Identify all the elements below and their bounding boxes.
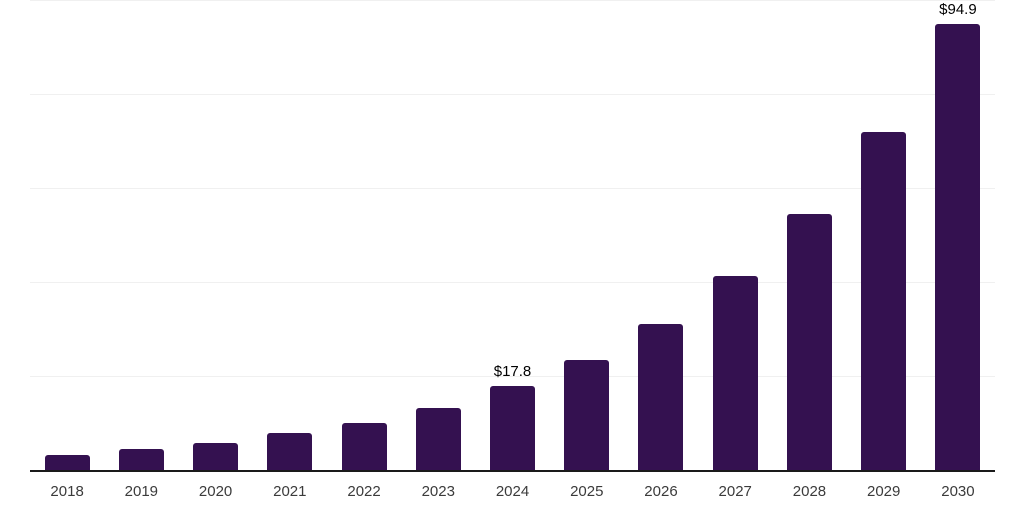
x-tick-2026: 2026 xyxy=(644,483,678,500)
bar-slot-2028 xyxy=(772,0,846,470)
x-tick-2021: 2021 xyxy=(273,483,307,500)
bar-slot-2020 xyxy=(178,0,252,470)
data-label-2030: $94.9 xyxy=(939,0,977,18)
bar-2029 xyxy=(861,132,907,470)
gridline-60 xyxy=(30,188,995,189)
bar-2019 xyxy=(118,449,164,470)
gridline-100 xyxy=(30,0,995,1)
bar-2022 xyxy=(341,423,387,470)
x-tick-2018: 2018 xyxy=(50,483,84,500)
bar-slot-2027 xyxy=(698,0,772,470)
bar-slot-2030: $94.9 xyxy=(921,0,995,470)
x-tick-2025: 2025 xyxy=(570,483,604,500)
data-label-2024: $17.8 xyxy=(493,363,532,381)
bar-slot-2029 xyxy=(847,0,921,470)
x-tick-2027: 2027 xyxy=(718,483,752,500)
x-tick-2030: 2030 xyxy=(941,483,975,500)
x-tick-2019: 2019 xyxy=(124,483,159,500)
bar-2027 xyxy=(712,276,758,470)
x-tick-2020: 2020 xyxy=(198,483,233,500)
bar-slot-2022 xyxy=(327,0,401,470)
x-axis: 2018 2019 2020 2021 2022 2023 2024 2025 2026 2027… xyxy=(30,482,995,502)
bar-2030 xyxy=(935,23,981,470)
bar-slot-2025 xyxy=(550,0,624,470)
bar-2018 xyxy=(44,454,90,470)
bar-2028 xyxy=(786,214,832,470)
bar-2021 xyxy=(267,433,313,470)
bar-slot-2023 xyxy=(401,0,475,470)
gridline-40 xyxy=(30,282,995,283)
x-tick-2024: 2024 xyxy=(495,483,530,500)
x-tick-2028: 2028 xyxy=(792,483,827,500)
gridline-80 xyxy=(30,94,995,95)
bar-slot-2021 xyxy=(253,0,327,470)
bar-2020 xyxy=(193,443,239,470)
bar-2023 xyxy=(415,407,461,470)
bar-slot-2026 xyxy=(624,0,698,470)
bar-2024 xyxy=(490,386,536,470)
bar-2026 xyxy=(638,323,684,470)
bar-slot-2024: $17.8 xyxy=(475,0,549,470)
bar-slot-2019 xyxy=(104,0,178,470)
x-tick-2029: 2029 xyxy=(867,483,901,500)
gridline-20 xyxy=(30,376,995,377)
bar-series: $17.8 $94.9 xyxy=(30,0,995,470)
bar-2025 xyxy=(564,359,610,470)
x-tick-2023: 2023 xyxy=(421,483,455,500)
plot-area: $17.8 $94.9 xyxy=(30,0,995,472)
x-tick-2022: 2022 xyxy=(347,483,381,500)
bar-slot-2018 xyxy=(30,0,104,470)
